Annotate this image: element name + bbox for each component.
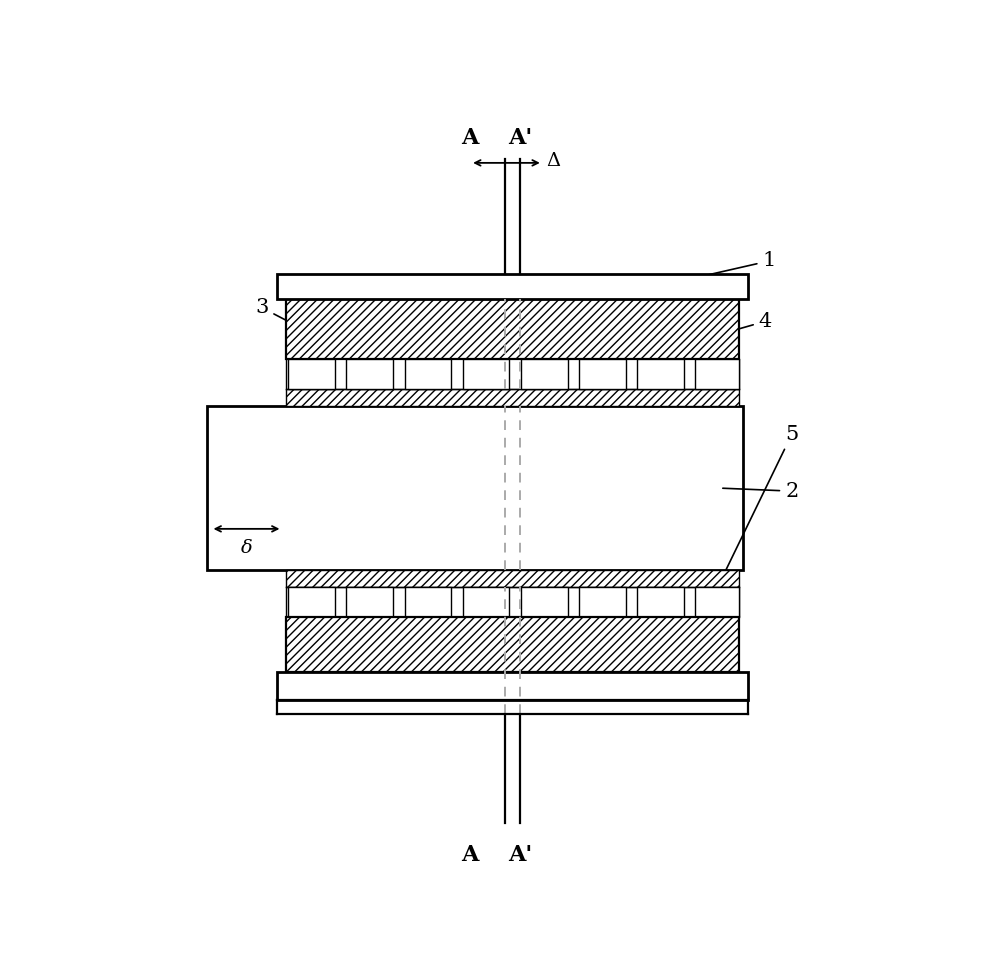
Text: A': A' — [508, 127, 532, 149]
Polygon shape — [463, 359, 509, 389]
Polygon shape — [637, 587, 684, 617]
Polygon shape — [277, 672, 748, 700]
Polygon shape — [207, 406, 743, 570]
Polygon shape — [346, 587, 393, 617]
Text: 3: 3 — [255, 298, 300, 327]
Text: 2: 2 — [723, 481, 798, 501]
Text: A': A' — [508, 844, 532, 865]
Text: Δ: Δ — [546, 152, 561, 171]
Polygon shape — [405, 359, 451, 389]
Polygon shape — [695, 587, 739, 617]
Text: A: A — [462, 844, 479, 865]
Polygon shape — [579, 587, 626, 617]
Polygon shape — [637, 359, 684, 389]
Polygon shape — [286, 617, 739, 672]
Text: δ: δ — [241, 539, 253, 557]
Text: 4: 4 — [662, 312, 772, 351]
Polygon shape — [463, 587, 509, 617]
Polygon shape — [288, 587, 335, 617]
Text: 1: 1 — [662, 252, 776, 285]
Polygon shape — [346, 359, 393, 389]
Polygon shape — [521, 359, 568, 389]
Text: A: A — [462, 127, 479, 149]
Polygon shape — [277, 273, 748, 299]
Polygon shape — [288, 359, 335, 389]
Text: 5: 5 — [691, 425, 798, 642]
Polygon shape — [286, 570, 739, 587]
Polygon shape — [695, 359, 739, 389]
Polygon shape — [521, 587, 568, 617]
Polygon shape — [286, 389, 739, 406]
Polygon shape — [405, 587, 451, 617]
Polygon shape — [286, 299, 739, 359]
Polygon shape — [579, 359, 626, 389]
